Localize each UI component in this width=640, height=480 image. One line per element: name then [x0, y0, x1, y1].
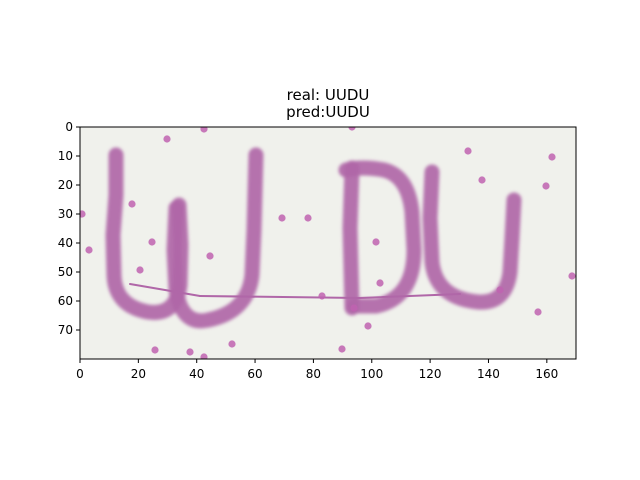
noise-dot [364, 322, 372, 330]
noise-dot [80, 210, 86, 218]
noise-dot [338, 345, 346, 353]
x-tick-label: 80 [306, 367, 321, 381]
noise-dot [496, 286, 504, 294]
noise-dot [350, 304, 358, 312]
y-tick-label: 50 [58, 265, 73, 279]
axes: 0 20 40 60 80 100 120 140 160 0 10 20 30 40 50 60 70 [58, 120, 577, 381]
strike-line [199, 295, 361, 299]
noise-dot [151, 346, 159, 354]
noise-dot [478, 176, 486, 184]
noise-dot [136, 266, 144, 274]
noise-dot [376, 279, 384, 287]
x-axis: 0 20 40 60 80 100 120 140 160 [76, 359, 558, 381]
noise-dot [206, 252, 214, 260]
captcha-image [80, 127, 576, 359]
title-line-real: real: UUDU [287, 86, 370, 104]
x-tick-label: 40 [189, 367, 204, 381]
strike-lines [129, 283, 461, 299]
noise-dot [348, 127, 356, 131]
x-tick-label: 100 [360, 367, 383, 381]
y-tick-label: 70 [58, 323, 73, 337]
noise-dots [80, 127, 576, 359]
noise-dot [200, 127, 208, 133]
x-tick-label: 0 [76, 367, 84, 381]
y-tick-label: 20 [58, 178, 73, 192]
noise-dot [548, 153, 556, 161]
y-tick-label: 10 [58, 149, 73, 163]
noise-dot [278, 214, 286, 222]
noise-dot [128, 200, 136, 208]
noise-dot [542, 182, 550, 190]
image-background [80, 127, 576, 359]
y-tick-label: 60 [58, 294, 73, 308]
noise-dot [85, 246, 93, 254]
noise-dot [372, 238, 380, 246]
noise-dot [200, 353, 208, 359]
x-tick-label: 160 [535, 367, 558, 381]
y-tick-label: 0 [65, 120, 73, 134]
strike-line [359, 293, 461, 299]
noise-dot [534, 308, 542, 316]
noise-dot [304, 214, 312, 222]
noise-dot [568, 272, 576, 280]
x-tick-label: 120 [419, 367, 442, 381]
noise-dot [148, 238, 156, 246]
x-tick-label: 60 [247, 367, 262, 381]
noise-dot [186, 348, 194, 356]
y-tick-label: 30 [58, 207, 73, 221]
noise-dot [228, 340, 236, 348]
title-line-pred: pred:UUDU [286, 103, 370, 121]
x-tick-label: 20 [131, 367, 146, 381]
noise-dot [464, 147, 472, 155]
y-axis: 0 10 20 30 40 50 60 70 [58, 120, 80, 337]
noise-dot [163, 135, 171, 143]
noise-dot [318, 292, 326, 300]
strike-line [129, 283, 201, 297]
y-tick-label: 40 [58, 236, 73, 250]
x-tick-label: 140 [477, 367, 500, 381]
